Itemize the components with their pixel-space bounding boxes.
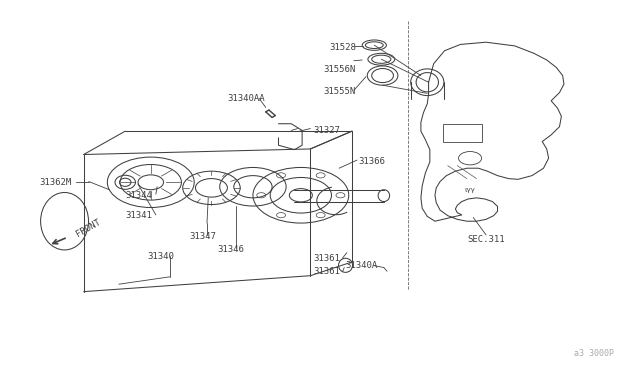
Text: SEC.311: SEC.311: [467, 235, 505, 244]
Text: 31340: 31340: [148, 252, 175, 261]
Text: 31528: 31528: [330, 42, 356, 51]
Text: 31346: 31346: [218, 244, 244, 253]
Text: 31340A: 31340A: [346, 261, 378, 270]
Text: 31340AA: 31340AA: [227, 94, 265, 103]
Text: 31366: 31366: [358, 157, 385, 166]
Text: 31361: 31361: [314, 254, 340, 263]
Bar: [444, 125, 481, 142]
Text: ιγγ: ιγγ: [465, 187, 476, 193]
Text: FRONT: FRONT: [74, 217, 102, 238]
Text: 31556N: 31556N: [323, 65, 355, 74]
Text: 31344: 31344: [125, 191, 152, 200]
Text: 31362M: 31362M: [39, 178, 71, 187]
Text: 31341: 31341: [125, 211, 152, 220]
Text: 31361: 31361: [314, 267, 340, 276]
Text: 31327: 31327: [314, 126, 340, 135]
Text: 31555N: 31555N: [323, 87, 355, 96]
Text: 31347: 31347: [189, 231, 216, 241]
Text: a3 3000P: a3 3000P: [574, 349, 614, 358]
